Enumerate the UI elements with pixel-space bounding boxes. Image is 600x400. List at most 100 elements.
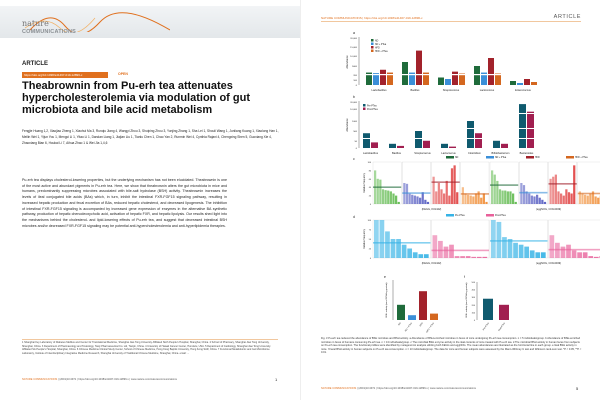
y-axis-label: Abundance <box>345 55 349 69</box>
y-tick-label: 0 <box>356 148 358 150</box>
bar <box>557 191 560 204</box>
panel-label-d: d <box>353 215 355 219</box>
header-journal-doi: NATURE COMMUNICATIONS | https://doi.org/… <box>321 16 423 20</box>
bar <box>514 201 517 204</box>
legend-entry: ND + PTea <box>495 157 507 159</box>
bar <box>578 191 581 204</box>
footer-journal: NATURE COMMUNICATIONS <box>321 387 357 390</box>
footer-citation[interactable]: | (2019)10:4971 | https://doi.org/10.103… <box>356 387 476 390</box>
category-label: Post-PTea <box>498 321 507 332</box>
footer-journal: NATURE COMMUNICATIONS <box>22 378 58 381</box>
legend-swatch <box>371 46 374 49</box>
y-tick-label: 200 <box>353 75 357 77</box>
bar <box>535 252 541 258</box>
legend-entry: ND + PTea <box>375 44 387 46</box>
bar <box>518 244 524 258</box>
legend-entry: ND <box>375 40 379 42</box>
y-tick-label: 25 <box>369 249 372 251</box>
bar <box>416 196 419 204</box>
bar <box>472 196 475 204</box>
bar <box>581 193 584 204</box>
bar <box>401 244 407 258</box>
bar <box>488 58 494 85</box>
bar <box>435 191 438 204</box>
bar <box>584 194 587 204</box>
bar <box>528 193 531 204</box>
bar <box>499 304 509 320</box>
mean-line <box>402 192 431 194</box>
category-label: Bacillus <box>392 151 402 155</box>
y-axis-label: Relative frequency <box>363 228 366 249</box>
mean-line <box>577 192 600 195</box>
bar <box>389 191 392 204</box>
bar <box>549 235 555 258</box>
bar <box>491 170 494 204</box>
legend-entry: HFD + PTea <box>375 51 388 53</box>
bar <box>363 133 370 148</box>
mean-line <box>460 193 489 195</box>
category-label: Lactobacillus <box>372 88 388 92</box>
footnote-divider <box>22 339 278 340</box>
figure-caption: Fig. 3 Pu-erh tea reduced the abundance … <box>321 337 582 355</box>
x-axis-label: (KEGG, K01442) <box>422 261 442 265</box>
bar <box>438 240 443 258</box>
bar <box>412 252 418 258</box>
bar <box>504 190 507 204</box>
bar <box>543 201 547 204</box>
bar <box>566 244 571 258</box>
bar <box>520 183 523 204</box>
bar <box>597 197 600 204</box>
bar <box>524 79 530 85</box>
bar <box>541 199 544 204</box>
panel-label-c: c <box>353 157 355 161</box>
y-tick-label: 500 <box>472 282 476 284</box>
category-label: HFD <box>420 322 424 327</box>
running-header: NATURE COMMUNICATIONS | https://doi.org/… <box>321 14 581 22</box>
bar <box>445 79 451 85</box>
bar <box>586 195 589 204</box>
bar <box>407 248 413 258</box>
mean-line <box>431 249 489 252</box>
bar <box>496 180 499 204</box>
bar <box>474 193 478 204</box>
bar <box>408 315 416 320</box>
legend-entry: Pre-PTea <box>367 104 377 107</box>
bar <box>426 201 430 204</box>
y-tick-label: 0 <box>370 204 372 206</box>
left-page: nature COMMUNICATIONS ARTICLE https://do… <box>0 6 300 382</box>
y-tick-label: 60 <box>369 179 372 181</box>
category-label: Clostridium <box>468 151 481 155</box>
legend-swatch <box>486 156 494 159</box>
category-label: Enterococcus <box>515 88 531 92</box>
y-tick-label: 50 <box>369 239 372 241</box>
legend-swatch <box>371 42 374 45</box>
bar <box>522 185 526 204</box>
bar <box>449 244 454 258</box>
y-tick-label: 15,000 <box>350 47 357 49</box>
bar <box>443 193 446 204</box>
bar <box>415 131 422 148</box>
footer-citation[interactable]: | (2019)10:4971 | https://doi.org/10.103… <box>57 378 177 381</box>
category-label: ND + PTea <box>405 322 413 333</box>
bar <box>452 71 458 85</box>
y-tick-label: 100 <box>368 162 372 164</box>
bar <box>397 145 404 148</box>
affiliations: 1 Shanghai Key Laboratory of Diabetes Me… <box>22 341 271 355</box>
y-tick-label: 400 <box>472 290 476 292</box>
category-label: Streptococcus <box>414 151 431 155</box>
bar <box>408 193 411 204</box>
bar <box>476 256 482 258</box>
bar <box>465 256 471 258</box>
y-tick-label: 300 <box>472 297 476 299</box>
legend-swatch <box>363 107 366 110</box>
legend-swatch <box>566 156 574 159</box>
bar <box>531 82 537 85</box>
y-tick-label: 500 <box>353 131 357 133</box>
doi-link[interactable]: https://doi.org/10.1038/s41467-019-12896… <box>22 72 108 78</box>
bar <box>565 189 568 204</box>
bar <box>481 72 487 85</box>
bar <box>421 192 424 204</box>
category-label: Bacteroides <box>520 151 534 155</box>
y-tick-label: 40 <box>369 187 372 189</box>
bar <box>482 193 485 204</box>
